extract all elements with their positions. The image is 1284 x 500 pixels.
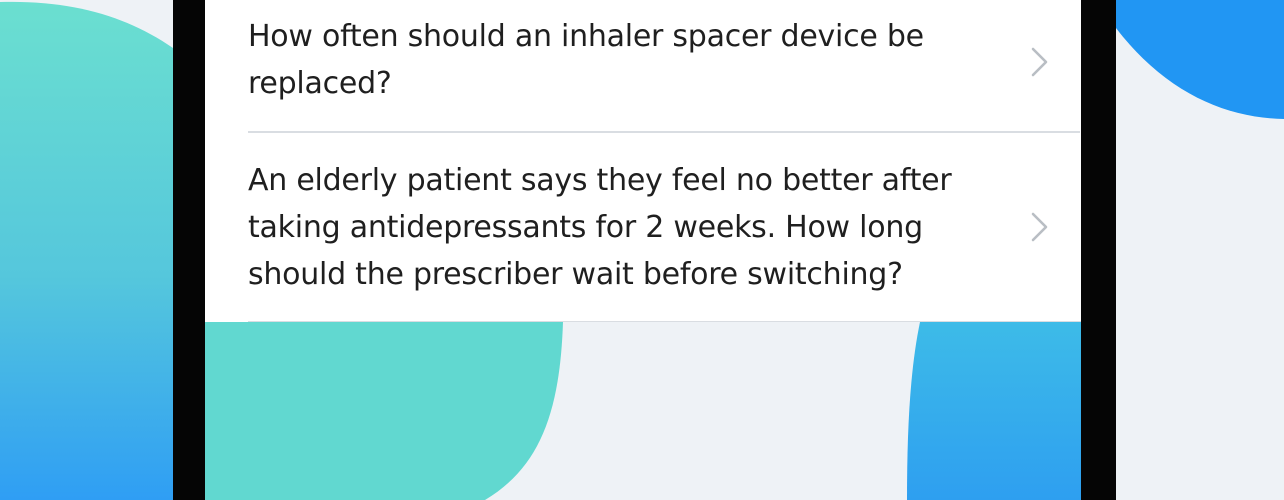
top-right-blue-shape [1116, 0, 1284, 119]
list-divider [248, 131, 1080, 133]
chevron-right-icon [1031, 47, 1048, 77]
question-text: How often should an inhaler spacer devic… [248, 19, 924, 101]
question-text: An elderly patient says they feel no bet… [248, 163, 952, 292]
left-gradient-shape [0, 1, 173, 500]
question-list-item[interactable]: How often should an inhaler spacer devic… [248, 0, 1081, 132]
question-list: How often should an inhaler spacer devic… [205, 0, 1081, 322]
teal-bottom-shape [205, 322, 563, 500]
screen-background-decoration [205, 322, 1081, 500]
question-list-item[interactable]: An elderly patient says they feel no bet… [248, 132, 1081, 322]
app-screen: How often should an inhaler spacer devic… [205, 0, 1081, 500]
blue-right-shape [907, 322, 1081, 500]
chevron-right-icon [1031, 212, 1048, 242]
list-bottom-divider [248, 321, 1081, 322]
